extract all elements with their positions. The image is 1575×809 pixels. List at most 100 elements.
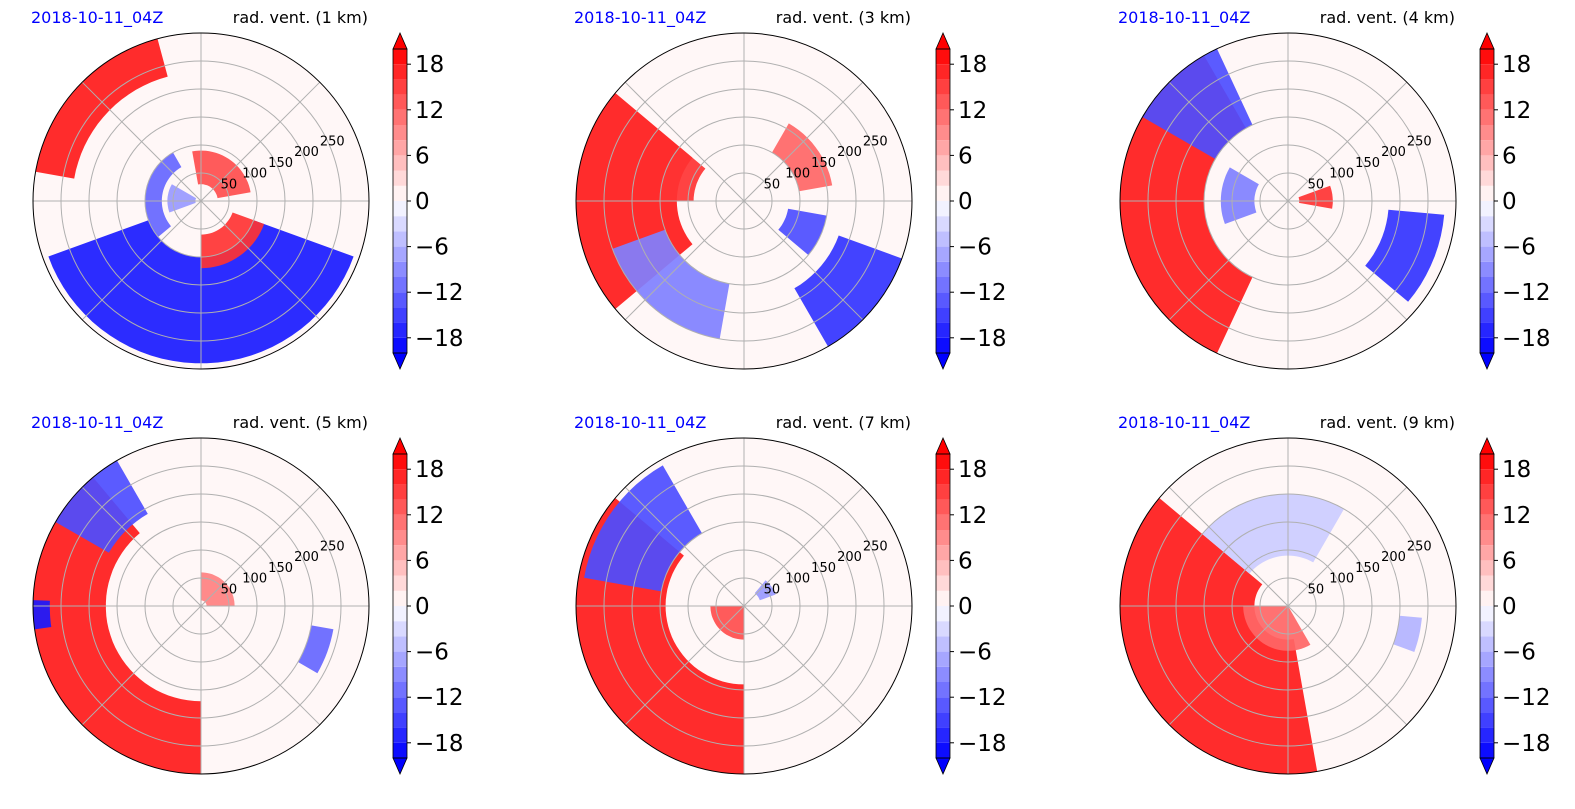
- radial-tick-label: 100: [785, 167, 810, 182]
- colorbar-tick-label: 6: [958, 548, 973, 574]
- colorbar-tick-label: −18: [415, 326, 464, 352]
- colorbar-segment: [393, 231, 407, 247]
- panel-title: rad. vent. (4 km): [1320, 8, 1455, 27]
- colorbar-extend-max: [935, 437, 951, 455]
- colorbar-segment: [1480, 651, 1494, 667]
- colorbar-segment: [1480, 231, 1494, 247]
- radial-tick-label: 100: [242, 572, 267, 587]
- colorbar-segment: [1480, 49, 1494, 65]
- colorbar-tick-label: 18: [1502, 457, 1531, 483]
- colorbar-tick-label: −6: [415, 235, 449, 261]
- radial-tick-label: 250: [863, 539, 888, 554]
- colorbar-segment: [1480, 454, 1494, 470]
- radial-tick-label: 250: [1407, 134, 1432, 149]
- colorbar-tick-label: −18: [1502, 326, 1551, 352]
- angular-gridline: [624, 200, 745, 321]
- field-feature: [192, 150, 251, 199]
- angular-gridline: [1168, 605, 1289, 726]
- colorbar-tick-label: −6: [958, 235, 992, 261]
- panel-date-label: 2018-10-11_04Z: [31, 8, 163, 28]
- colorbar-extend-max: [1479, 437, 1495, 455]
- colorbar-segment: [393, 621, 407, 637]
- colorbar: 18 12 6 0 −6 −12 −18: [1479, 32, 1551, 370]
- colorbar-segment: [936, 109, 950, 125]
- colorbar-tick-label: −12: [415, 280, 464, 306]
- colorbar-segment: [936, 292, 950, 308]
- panel-title: rad. vent. (5 km): [233, 413, 368, 432]
- colorbar-segment: [1480, 621, 1494, 637]
- polar-frame: [575, 32, 913, 370]
- colorbar: 18 12 6 0 −6 −12 −18: [392, 437, 464, 775]
- colorbar-segment: [936, 277, 950, 293]
- angular-gridline: [81, 81, 202, 202]
- colorbar-segment: [1480, 545, 1494, 561]
- colorbar-tick-label: −6: [415, 640, 449, 666]
- angular-gridline: [624, 81, 745, 202]
- colorbar-tick-label: 18: [958, 457, 987, 483]
- angular-gridline: [1168, 486, 1289, 607]
- radial-tick-label: 150: [268, 561, 293, 576]
- colorbar-segment: [1480, 727, 1494, 743]
- colorbar-segment: [393, 742, 407, 758]
- colorbar-segment: [1480, 216, 1494, 232]
- field-feature: [794, 235, 902, 347]
- angular-gridline: [743, 605, 864, 726]
- colorbar-segment: [393, 125, 407, 141]
- colorbar-segment: [1480, 79, 1494, 95]
- colorbar-tick-label: 12: [958, 503, 987, 529]
- field-feature: [298, 625, 334, 674]
- colorbar-tick-label: 12: [415, 503, 444, 529]
- panel-title: rad. vent. (3 km): [776, 8, 911, 27]
- colorbar-segment: [393, 712, 407, 728]
- colorbar-tick-label: −12: [958, 685, 1007, 711]
- panel-title: rad. vent. (1 km): [233, 8, 368, 27]
- colorbar-segment: [936, 261, 950, 277]
- radial-tick-label: 50: [221, 582, 238, 597]
- field-layer: [35, 38, 354, 364]
- field-feature: [660, 147, 706, 201]
- colorbar-segment: [393, 94, 407, 110]
- field-layer: [1120, 494, 1422, 774]
- radial-tick-label: 200: [837, 550, 862, 565]
- colorbar-tick-label: −12: [958, 280, 1007, 306]
- colorbar-segment: [936, 94, 950, 110]
- colorbar-tick-label: 6: [1502, 143, 1517, 169]
- colorbar-segment: [393, 454, 407, 470]
- colorbar-tick-label: 6: [1502, 548, 1517, 574]
- colorbar-tick-label: 12: [1502, 98, 1531, 124]
- colorbar: 18 12 6 0 −6 −12 −18: [935, 32, 1007, 370]
- colorbar-segment: [936, 64, 950, 80]
- colorbar-segment: [936, 499, 950, 515]
- field-feature: [1393, 615, 1422, 652]
- radial-tick-label: 200: [294, 550, 319, 565]
- radial-tick-label: 200: [1381, 550, 1406, 565]
- panel-date-label: 2018-10-11_04Z: [31, 413, 163, 433]
- colorbar-segment: [936, 697, 950, 713]
- colorbar-segment: [936, 201, 950, 217]
- radial-tick-label: 100: [242, 167, 267, 182]
- colorbar-segment: [393, 109, 407, 125]
- colorbar-tick-label: 18: [1502, 52, 1531, 78]
- panel-date-label: 2018-10-11_04Z: [574, 8, 706, 28]
- colorbar-segment: [936, 727, 950, 743]
- colorbar-segment: [393, 246, 407, 262]
- colorbar-segment: [1480, 125, 1494, 141]
- colorbar-segment: [1480, 170, 1494, 186]
- field-feature: [584, 465, 702, 592]
- colorbar-segment: [936, 651, 950, 667]
- colorbar-segment: [1480, 246, 1494, 262]
- colorbar-segment: [936, 155, 950, 171]
- field-feature: [1243, 606, 1311, 651]
- colorbar-segment: [1480, 292, 1494, 308]
- colorbar-segment: [393, 514, 407, 530]
- colorbar-segment: [393, 606, 407, 622]
- colorbar-segment: [393, 727, 407, 743]
- colorbar-segment: [1480, 697, 1494, 713]
- polar-frame: [575, 437, 913, 775]
- colorbar: 18 12 6 0 −6 −12 −18: [935, 437, 1007, 775]
- colorbar-segment: [936, 231, 950, 247]
